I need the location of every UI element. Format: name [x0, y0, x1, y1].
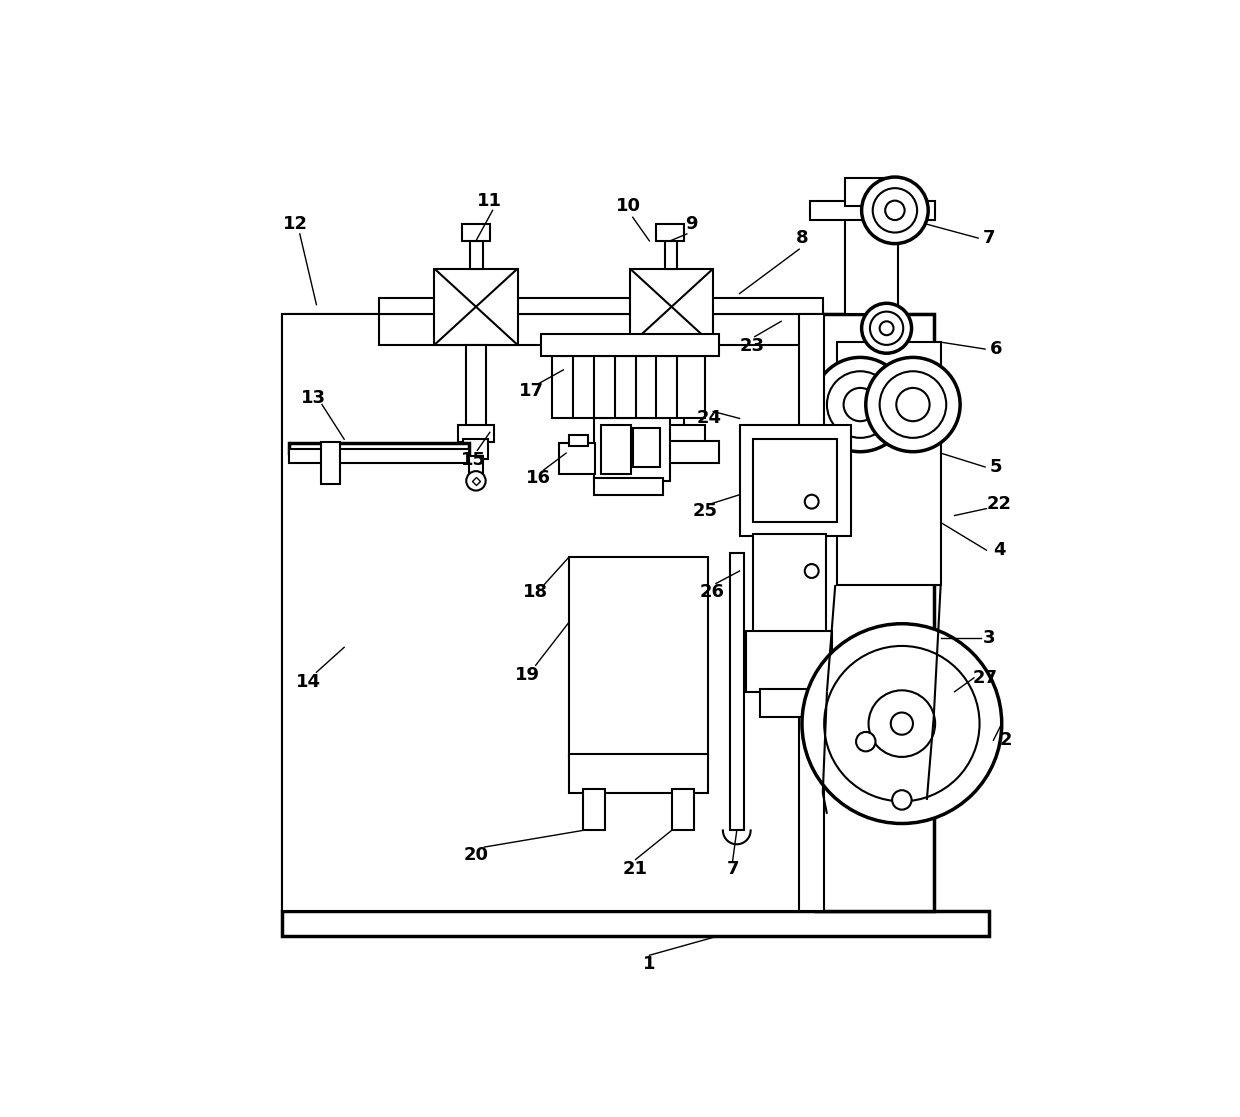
Bar: [635, 426, 704, 442]
Bar: [552, 356, 704, 419]
Circle shape: [805, 495, 818, 508]
Circle shape: [825, 646, 980, 801]
Text: 7: 7: [983, 229, 996, 247]
Bar: [672, 789, 693, 830]
Circle shape: [866, 357, 960, 451]
Text: 1: 1: [644, 955, 656, 973]
Bar: [739, 426, 851, 536]
Text: 18: 18: [523, 583, 548, 601]
Text: 10: 10: [616, 198, 641, 216]
Text: 20: 20: [464, 847, 489, 865]
Text: 25: 25: [692, 503, 718, 521]
Bar: [379, 298, 823, 314]
Bar: [844, 179, 898, 207]
Text: 7: 7: [727, 860, 739, 878]
Circle shape: [879, 322, 894, 335]
Circle shape: [879, 371, 946, 438]
Text: 8: 8: [796, 229, 808, 247]
Bar: [754, 439, 837, 523]
Circle shape: [856, 732, 875, 752]
Text: 15: 15: [461, 451, 486, 469]
Bar: [754, 534, 826, 633]
Bar: [837, 342, 941, 585]
Text: 6: 6: [990, 340, 1002, 359]
Circle shape: [862, 176, 929, 244]
Bar: [464, 439, 489, 459]
Circle shape: [466, 471, 486, 490]
Bar: [650, 394, 691, 411]
Bar: [281, 314, 482, 910]
Text: 22: 22: [987, 496, 1012, 514]
Bar: [656, 225, 684, 241]
Bar: [466, 345, 486, 428]
Bar: [594, 478, 663, 495]
Circle shape: [870, 312, 903, 345]
Bar: [559, 443, 595, 474]
Bar: [469, 456, 482, 476]
Circle shape: [897, 388, 930, 421]
Bar: [630, 268, 713, 345]
Text: 2: 2: [999, 732, 1012, 750]
Bar: [594, 419, 670, 480]
Circle shape: [802, 623, 1002, 823]
Bar: [463, 225, 490, 241]
Text: 16: 16: [526, 469, 551, 487]
Circle shape: [805, 564, 818, 577]
Bar: [601, 426, 631, 474]
Circle shape: [862, 304, 911, 353]
Circle shape: [885, 201, 905, 220]
Bar: [470, 241, 482, 268]
Bar: [379, 314, 823, 345]
Text: 23: 23: [739, 337, 765, 355]
Circle shape: [843, 388, 877, 421]
Circle shape: [892, 790, 911, 810]
Text: 27: 27: [972, 669, 998, 687]
Text: 9: 9: [684, 216, 697, 233]
Text: 24: 24: [697, 410, 722, 428]
Bar: [458, 426, 494, 442]
Bar: [632, 428, 661, 467]
Bar: [844, 207, 898, 314]
Text: 4: 4: [993, 542, 1006, 560]
Bar: [746, 631, 832, 691]
Bar: [810, 201, 935, 220]
Text: 5: 5: [990, 458, 1002, 476]
Bar: [569, 754, 708, 793]
Circle shape: [827, 371, 894, 438]
Bar: [321, 442, 340, 484]
Bar: [665, 241, 677, 268]
Text: 21: 21: [622, 860, 649, 878]
Bar: [661, 345, 680, 398]
Bar: [816, 314, 934, 910]
Circle shape: [873, 188, 918, 232]
Bar: [656, 409, 684, 428]
Text: 13: 13: [301, 389, 326, 407]
Bar: [800, 314, 825, 910]
Bar: [569, 557, 708, 758]
Text: 11: 11: [477, 192, 502, 210]
Bar: [289, 449, 469, 462]
Bar: [730, 553, 744, 830]
Text: 12: 12: [283, 216, 308, 233]
Text: 17: 17: [520, 382, 544, 400]
Bar: [434, 268, 517, 345]
Bar: [583, 789, 605, 830]
Bar: [760, 689, 818, 717]
Circle shape: [868, 690, 935, 757]
Text: 3: 3: [983, 629, 996, 647]
Text: 26: 26: [699, 583, 724, 601]
Circle shape: [890, 713, 913, 735]
Bar: [281, 910, 990, 936]
Bar: [289, 443, 469, 454]
Text: 14: 14: [295, 674, 321, 691]
Bar: [635, 440, 719, 462]
Bar: [541, 334, 719, 356]
Circle shape: [813, 357, 908, 451]
Bar: [569, 436, 588, 446]
Text: 19: 19: [515, 666, 539, 684]
Bar: [281, 314, 934, 910]
